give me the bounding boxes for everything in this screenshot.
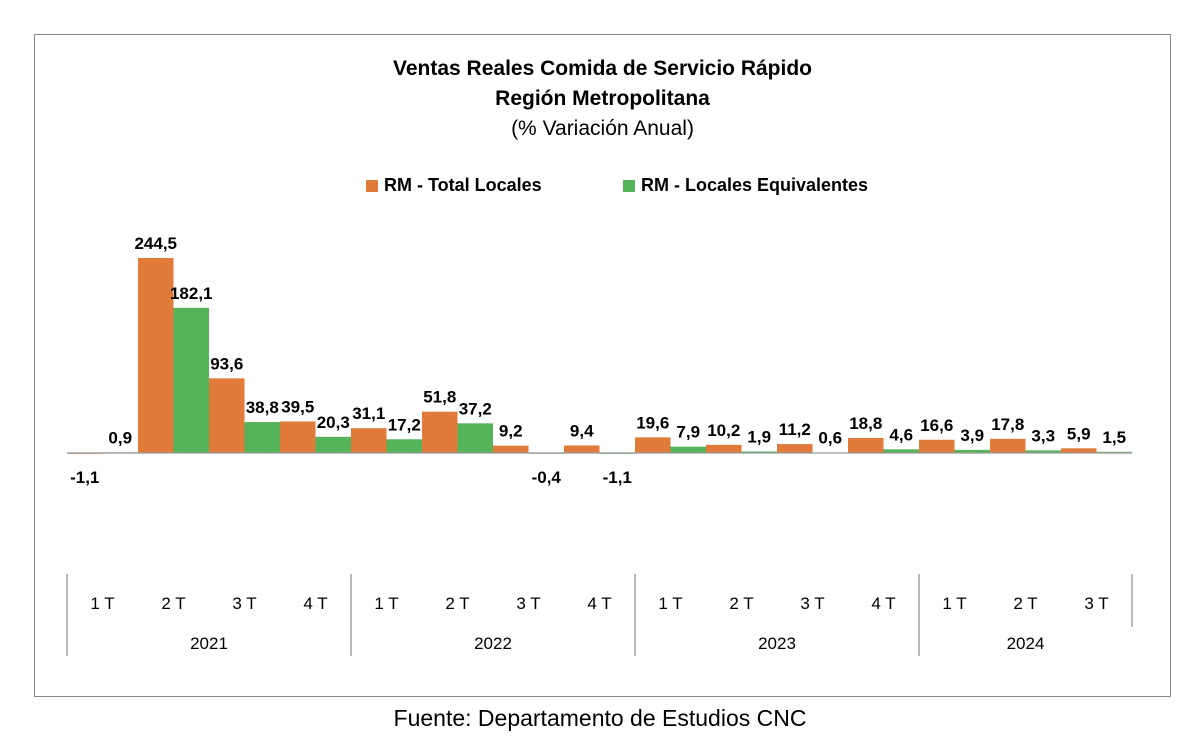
legend-swatch-total-locales (366, 179, 378, 192)
category-tick-1: 2 T (161, 594, 185, 613)
legend-swatch-locales-equivalentes (623, 179, 635, 192)
data-label-equivalentes-0: 0,9 (108, 428, 132, 447)
data-label-total-8: 19,6 (636, 413, 669, 432)
data-label-total-0: -1,1 (70, 468, 99, 487)
legend-item-total-locales: RM - Total Locales (366, 175, 542, 196)
data-label-equivalentes-8: 7,9 (676, 423, 700, 442)
chart-title: Ventas Reales Comida de Servicio Rápido (393, 57, 812, 80)
category-tick-7: 4 T (587, 594, 611, 613)
legend-label-total-locales: RM - Total Locales (384, 175, 542, 195)
category-group-2024: 2024 (1007, 634, 1045, 653)
data-label-equivalentes-11: 4,6 (889, 425, 913, 444)
data-label-total-3: 39,5 (281, 397, 314, 416)
chart-subtitle: Región Metropolitana (495, 87, 710, 110)
bar-total-9 (706, 444, 742, 453)
bar-total-12 (919, 439, 955, 453)
category-tick-12: 1 T (942, 594, 966, 613)
data-label-equivalentes-13: 3,3 (1031, 426, 1055, 445)
bar-total-1 (138, 258, 174, 453)
data-label-total-13: 17,8 (991, 415, 1024, 434)
data-label-equivalentes-4: 17,2 (388, 415, 421, 434)
data-label-equivalentes-6: -0,4 (532, 468, 562, 487)
data-label-total-4: 31,1 (352, 404, 385, 423)
bar-total-4 (351, 428, 387, 453)
data-label-equivalentes-7: -1,1 (603, 468, 632, 487)
category-tick-0: 1 T (90, 594, 114, 613)
category-tick-3: 4 T (303, 594, 327, 613)
bar-total-11 (848, 438, 884, 453)
bars-layer (67, 258, 1132, 454)
bar-equivalentes-13 (1025, 450, 1061, 453)
data-label-equivalentes-2: 38,8 (246, 398, 279, 417)
category-tick-14: 3 T (1084, 594, 1108, 613)
data-label-equivalentes-12: 3,9 (960, 426, 984, 445)
data-label-equivalentes-14: 1,5 (1102, 428, 1126, 447)
category-group-2022: 2022 (474, 634, 512, 653)
data-label-total-14: 5,9 (1067, 424, 1091, 443)
category-tick-5: 2 T (445, 594, 469, 613)
bar-equivalentes-4 (386, 439, 422, 453)
category-tick-9: 2 T (729, 594, 753, 613)
category-tick-4: 1 T (374, 594, 398, 613)
bar-total-2 (209, 378, 245, 453)
category-group-2021: 2021 (190, 634, 228, 653)
bar-total-14 (1061, 448, 1097, 453)
category-tick-10: 3 T (800, 594, 824, 613)
data-label-total-9: 10,2 (707, 421, 740, 440)
data-label-total-5: 51,8 (423, 388, 456, 407)
bar-total-3 (280, 421, 316, 453)
bar-equivalentes-9 (741, 451, 777, 453)
bar-equivalentes-3 (315, 436, 351, 453)
data-label-total-6: 9,2 (499, 422, 523, 441)
bar-equivalentes-2 (244, 422, 280, 453)
data-label-total-7: 9,4 (570, 422, 594, 441)
category-group-2023: 2023 (758, 634, 796, 653)
bar-total-7 (564, 445, 600, 453)
legend-label-locales-equivalentes: RM - Locales Equivalentes (641, 175, 869, 195)
bar-total-10 (777, 444, 813, 453)
category-tick-6: 3 T (516, 594, 540, 613)
bar-equivalentes-12 (954, 449, 990, 453)
bar-total-8 (635, 437, 671, 453)
data-label-total-11: 18,8 (849, 414, 882, 433)
bar-equivalentes-1 (173, 307, 209, 453)
data-label-equivalentes-9: 1,9 (747, 427, 771, 446)
chart-frame (34, 34, 1171, 697)
data-labels-layer: -1,1 244,5 93,6 39,5 31,1 51,8 9,2 9,4 19,6 10,2 1… (70, 234, 1126, 487)
data-label-total-10: 11,2 (779, 420, 811, 439)
category-tick-11: 4 T (871, 594, 895, 613)
legend-item-locales-equivalentes: RM - Locales Equivalentes (623, 175, 868, 196)
bar-total-13 (990, 438, 1026, 453)
data-label-equivalentes-1: 182,1 (170, 284, 213, 303)
bar-total-5 (422, 411, 458, 453)
data-label-equivalentes-10: 0,6 (818, 429, 842, 448)
chart-unit-note: (% Variación Anual) (511, 117, 694, 140)
bar-total-6 (493, 445, 529, 453)
data-label-total-12: 16,6 (920, 416, 953, 435)
category-axis: 1 T 2 T 3 T 4 T 1 T 2 T 3 T 4 T 1 T 2 T 3 T 4 T 1 T 2… (66, 452, 1133, 656)
category-tick-8: 1 T (658, 594, 682, 613)
data-label-total-2: 93,6 (210, 354, 243, 373)
category-tick-13: 2 T (1013, 594, 1037, 613)
source-note: Fuente: Departamento de Estudios CNC (393, 705, 807, 731)
data-label-equivalentes-3: 20,3 (317, 413, 350, 432)
data-label-total-1: 244,5 (134, 234, 177, 253)
data-label-equivalentes-5: 37,2 (459, 399, 492, 418)
bar-equivalentes-8 (670, 446, 706, 453)
bar-equivalentes-5 (457, 423, 493, 453)
bar-equivalentes-11 (883, 449, 919, 453)
category-tick-2: 3 T (232, 594, 256, 613)
